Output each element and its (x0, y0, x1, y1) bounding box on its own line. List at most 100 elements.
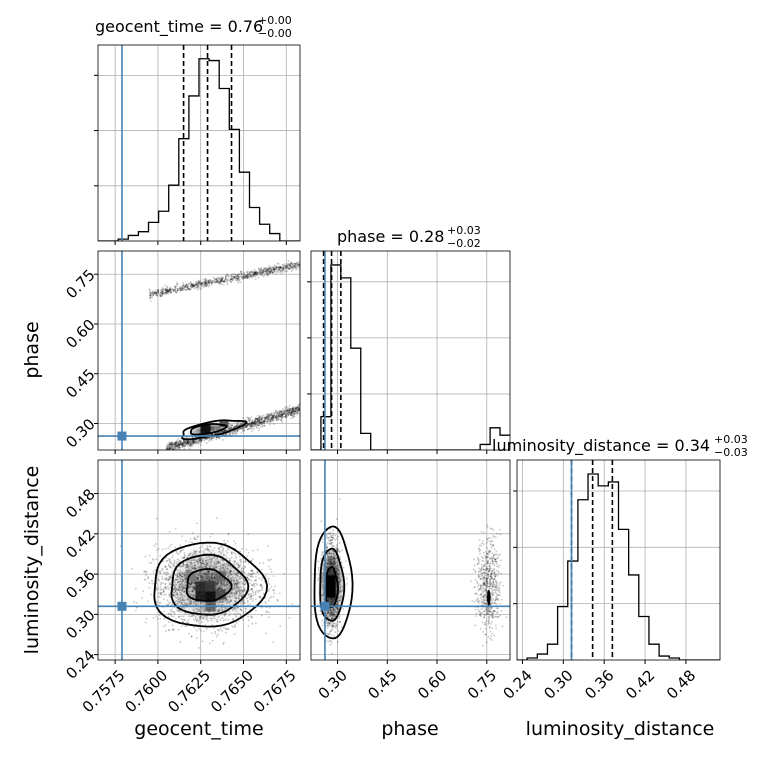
sample-point (160, 292, 162, 295)
sample-point (256, 273, 259, 276)
sample-point (290, 417, 293, 420)
sample-point (262, 420, 265, 422)
sample-point (280, 415, 283, 418)
sample-point (249, 422, 252, 425)
sample-point (212, 437, 215, 440)
sample-point (250, 421, 253, 424)
sample-point (239, 275, 242, 278)
sample-point (278, 412, 280, 415)
sample-point (180, 439, 182, 442)
sample-point (240, 422, 243, 425)
sample-point (264, 419, 267, 421)
sample-point (296, 410, 299, 412)
sample-point (171, 443, 174, 445)
sample-point (145, 571, 148, 573)
sample-point (183, 618, 185, 621)
sample-point (290, 409, 293, 412)
sample-point (258, 270, 261, 272)
sample-point (297, 263, 300, 266)
sample-point (272, 416, 275, 419)
sample-point (187, 442, 190, 445)
sample-point (162, 572, 165, 574)
sample-point (254, 271, 257, 274)
sample-point (171, 624, 174, 627)
sample-point (220, 544, 223, 547)
sample-point (293, 407, 296, 410)
sample-point (267, 268, 270, 271)
sample-point (209, 535, 212, 538)
sample-point (292, 409, 294, 412)
sample-point (170, 443, 173, 446)
sample-point (277, 415, 280, 418)
sample-point (264, 417, 267, 420)
sample-point (236, 277, 239, 280)
sample-point (233, 425, 236, 428)
sample-point (281, 416, 284, 418)
sample-point (207, 281, 210, 284)
sample-point (170, 443, 173, 446)
sample-point (263, 421, 265, 424)
sample-point (197, 285, 199, 288)
sample-point (169, 286, 172, 289)
sample-point (274, 416, 277, 419)
sample-point (229, 279, 232, 281)
sample-point (170, 543, 173, 546)
sample-point (290, 407, 293, 410)
sample-point (170, 442, 173, 445)
sample-point (168, 447, 171, 449)
sample-point (186, 443, 189, 446)
sample-point (156, 292, 158, 295)
sample-point (240, 273, 243, 276)
sample-point (258, 420, 261, 423)
sample-point (228, 423, 231, 425)
sample-point (152, 571, 155, 573)
sample-point (162, 288, 165, 290)
sample-point (214, 632, 217, 635)
sample-point (148, 554, 151, 557)
sample-point (249, 598, 252, 601)
sample-point (296, 263, 299, 266)
sample-point (160, 593, 163, 596)
sample-point (197, 279, 199, 282)
sample-point (177, 289, 179, 291)
sample-point (278, 411, 280, 414)
sample-point (259, 421, 261, 424)
sample-point (196, 536, 199, 538)
sample-point (264, 420, 266, 423)
sample-point (281, 264, 284, 267)
sample-point (261, 587, 263, 589)
sample-point (273, 268, 276, 271)
sample-point (218, 436, 221, 439)
sample-point (236, 279, 239, 282)
sample-point (217, 276, 220, 279)
sample-point (185, 443, 187, 446)
sample-point (245, 548, 248, 551)
sample-point (244, 277, 247, 279)
sample-point (226, 274, 229, 277)
sample-point (232, 433, 235, 436)
sample-point (223, 539, 225, 542)
sample-point (253, 422, 256, 425)
sample-point (172, 445, 175, 448)
sample-point (295, 266, 297, 269)
sample-point (295, 408, 298, 410)
sample-point (259, 589, 262, 592)
sample-point (196, 282, 199, 285)
sample-point (211, 437, 214, 440)
sample-point (246, 423, 249, 426)
sample-point (173, 443, 176, 446)
sample-point (277, 271, 280, 274)
sample-point (280, 411, 283, 414)
sample-point (161, 292, 164, 295)
sample-point (191, 283, 194, 286)
sample-point (264, 266, 267, 269)
sample-point (155, 294, 158, 297)
sample-point (187, 441, 190, 444)
sample-point (264, 272, 266, 275)
sample-point (238, 272, 241, 275)
sample-point (179, 443, 181, 446)
sample-point (177, 443, 180, 446)
sample-point (188, 440, 191, 443)
sample-point (153, 292, 156, 294)
sample-point (235, 277, 238, 280)
